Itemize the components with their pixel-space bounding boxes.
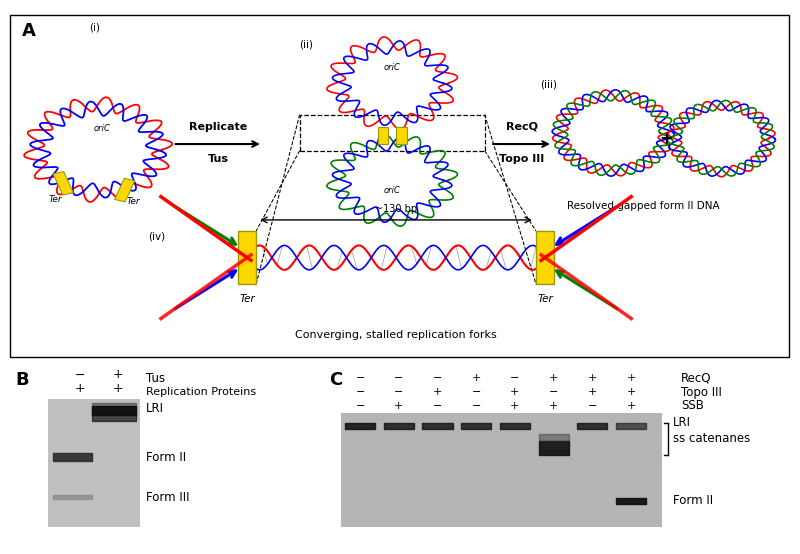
Bar [378,127,388,144]
Text: ss catenanes: ss catenanes [673,432,750,445]
Text: Converging, stalled replication forks: Converging, stalled replication forks [295,330,497,340]
Text: Form II: Form II [673,494,713,507]
Text: +: + [510,387,520,397]
Text: Topo III: Topo III [499,154,544,164]
Text: Ter: Ter [537,294,553,304]
Text: −: − [471,387,481,397]
Text: Tus: Tus [208,154,229,164]
Text: Topo III: Topo III [681,386,722,399]
Text: (i): (i) [89,23,100,33]
Bar [238,231,256,284]
Text: −: − [588,401,597,411]
Text: SSB: SSB [681,399,704,412]
Text: −: − [355,387,365,397]
Text: −: − [471,401,481,411]
Text: +: + [433,387,442,397]
Text: +: + [549,373,558,383]
Text: LRI: LRI [673,416,691,429]
Text: Ter: Ter [48,195,62,204]
Text: −: − [510,373,520,383]
Text: +: + [394,401,403,411]
Text: +: + [112,368,122,382]
Bar [48,398,141,526]
Text: ~130 bp: ~130 bp [375,204,417,214]
Text: Replicate: Replicate [189,122,247,132]
Text: RecQ: RecQ [681,372,711,385]
Text: +: + [588,387,597,397]
Bar [397,127,406,144]
Text: −: − [433,401,442,411]
Text: −: − [74,368,86,382]
Text: −: − [549,387,558,397]
Text: oriC: oriC [384,186,401,194]
Text: +: + [626,387,636,397]
Text: −: − [394,387,403,397]
Text: Form II: Form II [146,450,186,464]
Text: RecQ: RecQ [506,122,538,132]
Text: (iv): (iv) [148,232,165,242]
Text: +: + [626,401,636,411]
Text: −: − [355,373,365,383]
Text: +: + [112,382,122,395]
Text: +: + [588,373,597,383]
Text: B: B [15,371,29,389]
Text: +: + [74,382,86,395]
Text: Replication Proteins: Replication Proteins [146,387,256,397]
Text: oriC: oriC [384,63,401,72]
Text: +: + [471,373,481,383]
Text: −: − [433,373,442,383]
Text: (ii): (ii) [299,39,313,49]
Text: −: − [355,401,365,411]
Text: +: + [549,401,558,411]
Text: +: + [626,373,636,383]
Text: Resolved gapped form II DNA: Resolved gapped form II DNA [566,201,719,211]
Text: oriC: oriC [94,124,110,133]
Bar [536,231,554,284]
Text: +: + [510,401,520,411]
Text: A: A [22,22,36,40]
Bar [342,413,662,526]
Bar [114,178,134,202]
FancyBboxPatch shape [10,15,789,357]
Text: +: + [660,130,674,147]
Bar [53,172,74,195]
Text: (iii): (iii) [541,80,558,90]
Text: Form III: Form III [146,491,190,504]
Text: −: − [394,373,403,383]
Text: C: C [330,371,342,389]
Text: Tus: Tus [146,372,166,385]
Text: LRI: LRI [146,402,164,415]
Text: Ter: Ter [126,197,140,206]
Text: Ter: Ter [239,294,255,304]
